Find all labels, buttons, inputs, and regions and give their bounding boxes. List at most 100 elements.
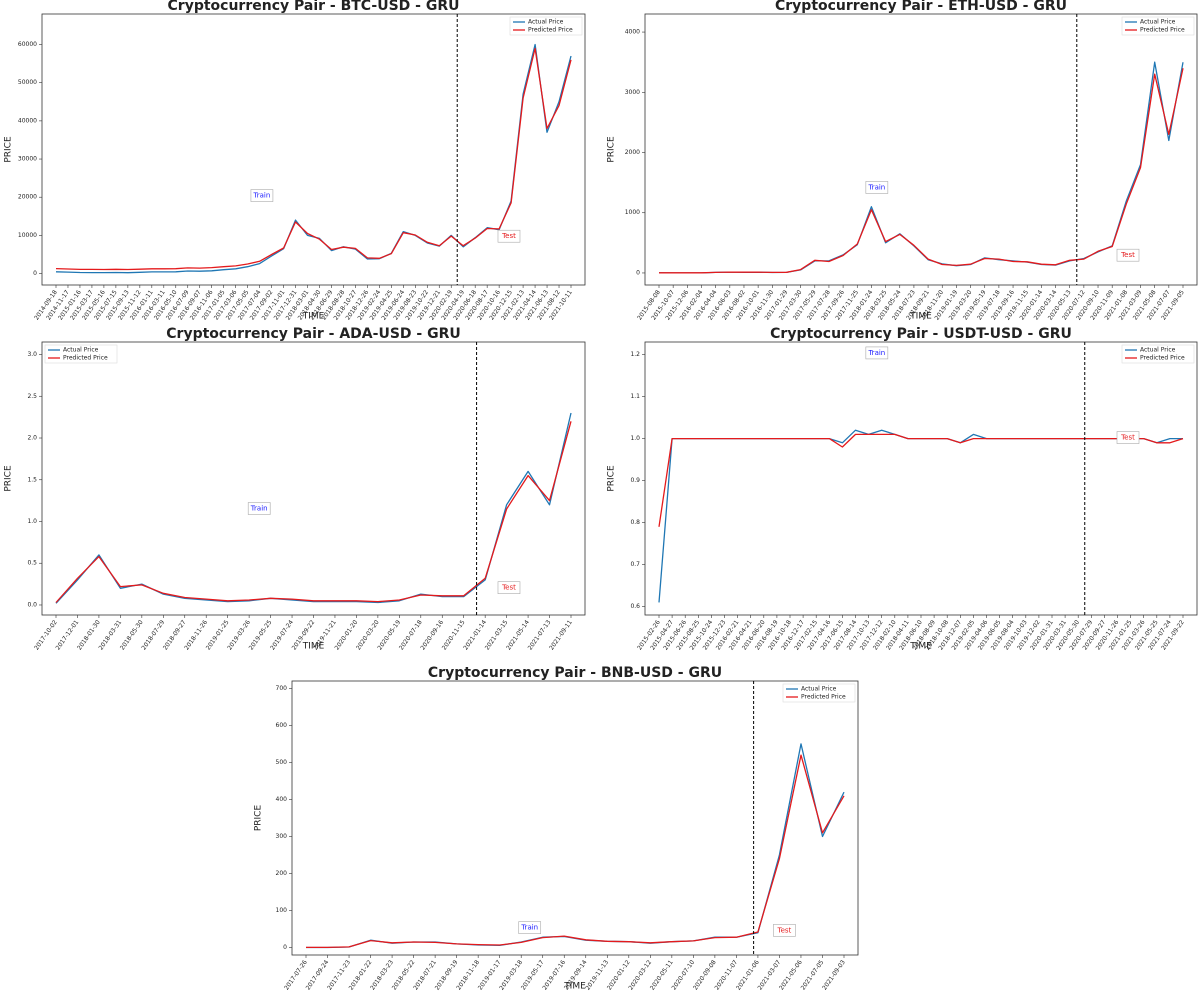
annotation-box [247,502,271,515]
legend-label: Actual Price [63,347,99,354]
annotation-box [865,181,889,194]
y-axis-label: PRICE [4,136,14,163]
y-axis-label: PRICE [254,805,264,832]
y-tick-label: 1.0 [27,518,37,525]
annotation-box [497,229,521,243]
legend-box [44,344,118,364]
x-tick-label: 2021-09-11 [548,619,574,652]
y-tick-label: 100 [276,907,288,914]
price-line [658,61,1184,274]
y-tick-label: 2.5 [27,393,37,400]
y-tick-label: 0.8 [630,519,640,526]
y-tick-label: 2000 [625,149,640,156]
y-tick-label: 10000 [18,232,37,239]
y-tick-label: 40000 [18,117,37,124]
x-axis-label: TIME [302,312,325,322]
y-tick-label: 400 [276,796,288,803]
plot-area [644,341,1198,616]
price-line [659,68,1184,274]
price-line [658,433,1184,527]
price-line [55,47,572,271]
chart-title: Cryptocurrency Pair - ADA-USD - GRU [166,326,460,342]
y-tick-label: 0.5 [27,560,37,567]
y-tick-label: 0 [636,269,640,276]
y-tick-label: 3000 [625,89,640,96]
legend-label: Actual Price [801,686,837,693]
chart: Cryptocurrency Pair - BTC-USD - GRU 0 1000… [4,0,586,322]
y-tick-label: 0.0 [27,601,37,608]
price-line [658,429,1183,603]
y-tick-label: 1.2 [630,351,640,358]
price-line [55,421,572,603]
chart-title: Cryptocurrency Pair - ETH-USD - GRU [775,0,1067,14]
annotation-box [1116,431,1140,444]
y-tick-label: 0 [33,270,37,277]
annotation-box [497,581,521,595]
annotation: Test [501,232,516,240]
price-line [55,412,572,604]
chart: Cryptocurrency Pair - USDT-USD - GRU 0.6 0… [607,326,1198,652]
y-tick-label: 4000 [625,29,640,36]
plot-area [41,13,586,286]
y-tick-label: 0 [283,944,287,951]
x-axis-label: TIME [909,642,932,652]
annotation-box [250,189,274,202]
y-tick-label: 3.0 [27,351,37,358]
y-tick-label: 50000 [18,79,37,86]
y-axis-label: PRICE [4,465,14,492]
annotation: Train [250,505,268,513]
y-axis-label: PRICE [607,465,617,492]
price-line [306,754,845,949]
legend-label: Actual Price [1140,19,1176,26]
legend-box [1121,16,1195,36]
price-line [306,743,845,949]
annotation-box [518,921,542,934]
y-tick-label: 1000 [625,209,640,216]
x-axis-label: TIME [909,312,932,322]
annotation-box [865,346,889,360]
x-axis-label: TIME [302,642,325,652]
chart-title: Cryptocurrency Pair - USDT-USD - GRU [770,326,1072,342]
annotation: Test [1120,434,1135,442]
annotation: Test [777,926,792,934]
y-tick-label: 60000 [18,41,37,48]
legend-label: Predicted Price [1140,27,1185,34]
y-tick-label: 200 [276,870,288,877]
annotation: Train [253,192,271,200]
chart-title: Cryptocurrency Pair - BTC-USD - GRU [168,0,460,14]
legend-label: Predicted Price [801,694,846,701]
annotation: Train [520,924,538,932]
y-tick-label: 300 [276,833,288,840]
chart: Cryptocurrency Pair - ETH-USD - GRU 0 1000… [607,0,1198,322]
legend-label: Actual Price [528,19,564,26]
x-axis-label: TIME [563,982,586,992]
y-tick-label: 0.9 [630,477,640,484]
y-tick-label: 1.1 [630,393,640,400]
plot-area [291,680,859,956]
chart-title: Cryptocurrency Pair - BNB-USD - GRU [428,665,722,681]
chart: Cryptocurrency Pair - BNB-USD - GRU 0 100 2… [254,665,859,992]
y-tick-label: 700 [276,685,288,692]
y-tick-label: 20000 [18,194,37,201]
legend-box [782,683,856,703]
annotation: Train [867,183,885,191]
y-tick-label: 0.7 [630,561,640,568]
annotation-box [1116,248,1140,262]
y-tick-label: 500 [276,759,288,766]
plot-area [644,13,1198,286]
annotation-box [773,924,796,937]
legend-box [509,16,583,36]
legend-label: Predicted Price [1140,355,1185,362]
legend-label: Actual Price [1140,347,1176,354]
chart: Cryptocurrency Pair - ADA-USD - GRU 0.0 0.… [4,326,586,652]
price-line [55,43,572,274]
y-tick-label: 1.5 [27,476,37,483]
y-tick-label: 2.0 [27,435,37,442]
y-tick-label: 1.0 [630,435,640,442]
y-tick-label: 600 [276,722,288,729]
legend-label: Predicted Price [63,355,108,362]
y-tick-label: 0.6 [630,603,640,610]
y-tick-label: 30000 [18,156,37,163]
